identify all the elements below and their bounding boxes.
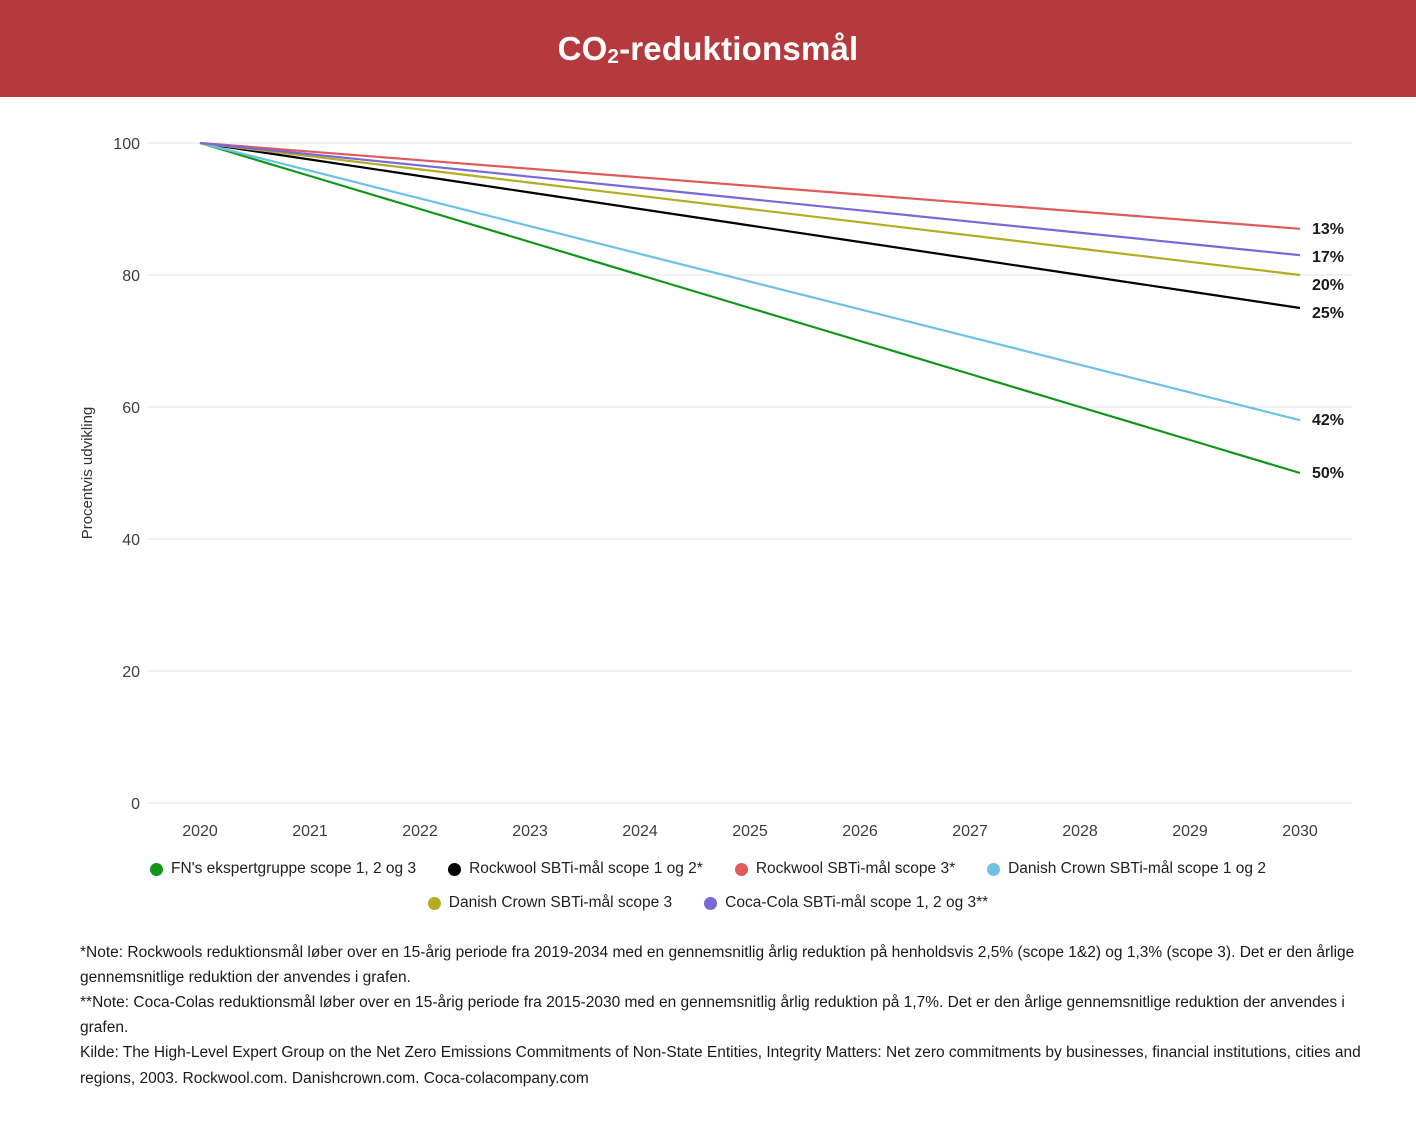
y-tick-label: 100 [113,136,140,153]
footnote-note-2: **Note: Coca-Colas reduktionsmål løber o… [80,994,1345,1037]
series-line [199,141,1301,475]
x-tick-label: 2021 [292,823,328,840]
legend-item: Danish Crown SBTi-mål scope 1 og 2 [987,860,1266,878]
y-tick-label: 20 [122,664,140,681]
legend-label: Rockwool SBTi-mål scope 3* [755,860,956,877]
series-line [199,141,1301,230]
legend-dot [734,862,748,876]
x-tick-label: 2020 [182,823,218,840]
legend-item: Rockwool SBTi-mål scope 1 og 2* [448,860,703,878]
header: CO2-reduktionsmål [0,0,1416,97]
legend-dot [704,896,718,910]
y-tick-label: 60 [122,400,140,417]
y-tick-label: 80 [122,268,140,285]
series-end-label: 25% [1312,305,1344,322]
legend-label: Danish Crown SBTi-mål scope 1 og 2 [1008,860,1266,877]
legend-item: Rockwool SBTi-mål scope 3* [734,860,956,878]
x-tick-label: 2029 [1172,823,1208,840]
footnotes: *Note: Rockwools reduktionsmål løber ove… [80,940,1364,1091]
legend-label: Rockwool SBTi-mål scope 1 og 2* [469,860,703,877]
footnote-source: Kilde: The High-Level Expert Group on th… [80,1044,1361,1087]
series-end-label: 13% [1312,221,1344,238]
legend-dot [150,862,163,876]
series-line [199,141,1301,422]
page-title-subscript: 2 [607,45,620,69]
page-title: CO2-reduktionsmål [557,29,859,69]
x-tick-label: 2023 [512,823,548,840]
legend-item: Coca-Cola SBTi-mål scope 1, 2 og 3** [704,894,988,912]
series-end-label: 42% [1312,412,1344,429]
legend-row: Danish Crown SBTi-mål scope 3 Coca-Cola S… [427,894,988,912]
page-title-post: -reduktionsmål [619,29,859,67]
series-end-label: 20% [1312,277,1344,294]
x-tick-label: 2028 [1062,823,1098,840]
chart-area: 0 20 40 60 80 100 2020 2021 2022 2023 2024 2025 2026… [0,97,1416,850]
legend-label: Danish Crown SBTi-mål scope 3 [448,894,673,911]
x-tick-label: 2030 [1282,823,1318,840]
legend-dot [427,896,441,910]
legend-dot [448,862,462,876]
footnote-note-1: *Note: Rockwools reduktionsmål løber ove… [80,944,1355,987]
legend-item: FN's ekspertgruppe scope 1, 2 og 3 [150,860,416,878]
x-tick-label: 2025 [732,823,768,840]
legend: FN's ekspertgruppe scope 1, 2 og 3 Rockwo… [0,860,1416,912]
series-line [199,141,1301,257]
page-title-pre: CO [557,29,608,67]
x-tick-label: 2026 [842,823,878,840]
series-end-label: 50% [1312,465,1344,482]
y-tick-label: 0 [131,796,140,813]
x-tick-label: 2027 [952,823,988,840]
series-end-label: 17% [1312,249,1344,266]
legend-label: FN's ekspertgruppe scope 1, 2 og 3 [171,860,417,877]
y-tick-label: 40 [122,532,140,549]
co2-line-chart: 0 20 40 60 80 100 2020 2021 2022 2023 2024 2025 2026… [79,136,1352,840]
legend-dot [987,862,1001,876]
y-axis-title: Procentvis udvikling [79,407,96,540]
legend-item: Danish Crown SBTi-mål scope 3 [427,894,673,912]
series-line [199,141,1301,310]
legend-label: Coca-Cola SBTi-mål scope 1, 2 og 3** [725,894,989,911]
x-tick-label: 2024 [622,823,658,840]
x-tick-label: 2022 [402,823,438,840]
legend-row: FN's ekspertgruppe scope 1, 2 og 3 Rockwo… [150,860,1266,878]
series-line [199,141,1301,277]
